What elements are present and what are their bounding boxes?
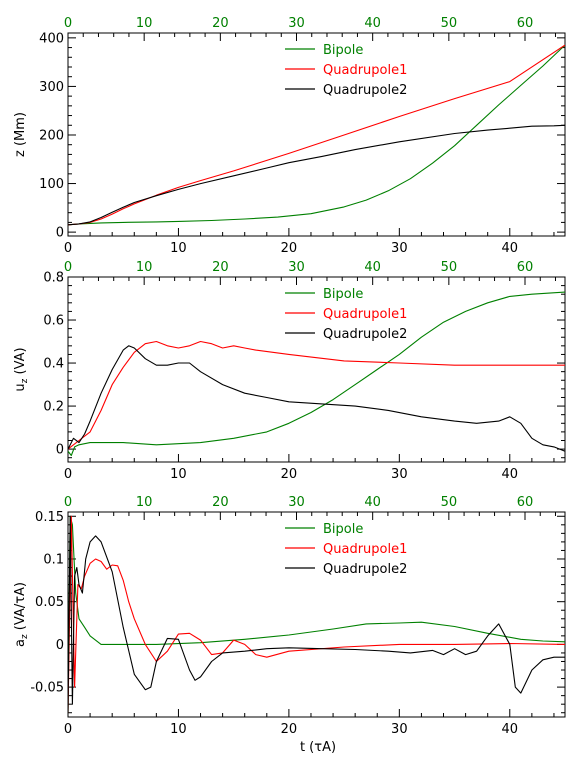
top-tick-label: 40 <box>364 260 381 275</box>
series-line-quadrupole1 <box>68 44 565 226</box>
legend-entry: Quadrupole2 <box>323 562 407 577</box>
y-axis-label: uz (VA) <box>13 347 30 391</box>
y-tick-label: -0.05 <box>30 681 64 696</box>
plot-frame <box>67 32 566 237</box>
x-tick-label: 30 <box>391 467 408 482</box>
top-tick-label: 50 <box>441 260 458 275</box>
legend-entry: Quadrupole1 <box>323 307 407 322</box>
x-tick-label: 20 <box>281 467 298 482</box>
plot-frame <box>67 276 566 463</box>
legend-entry: Bipole <box>323 43 363 58</box>
x-tick-label: 0 <box>64 722 72 737</box>
series-line-quadrupole2 <box>68 515 565 713</box>
series-line-quadrupole1 <box>68 340 565 450</box>
y-tick-label: 0.8 <box>43 271 64 286</box>
x-tick-label: 40 <box>502 241 519 256</box>
top-tick-label: 10 <box>136 16 153 31</box>
y-tick-label: 0 <box>56 226 64 241</box>
top-tick-label: 20 <box>212 260 229 275</box>
top-tick-label: 60 <box>517 16 534 31</box>
y-axis-label: z (Mm) <box>13 112 28 157</box>
x-tick-label: 40 <box>502 467 519 482</box>
x-tick-label: 30 <box>391 241 408 256</box>
x-tick-label: 30 <box>391 722 408 737</box>
top-tick-label: 50 <box>441 16 458 31</box>
y-tick-label: 0.4 <box>43 357 64 372</box>
top-tick-label: 30 <box>288 16 305 31</box>
legend-entry: Quadrupole2 <box>323 83 407 98</box>
uz-panel: 0 10 20 30 40 0 10 20 30 40 50 60 0 0.2 0.4 0.6 0.8 uz (V… <box>13 260 566 482</box>
top-tick-label: 40 <box>364 495 381 510</box>
x-tick-label: 0 <box>64 467 72 482</box>
series-line-bipole <box>68 44 565 226</box>
y-tick-label: 0.1 <box>43 552 64 567</box>
legend-entry: Bipole <box>323 522 363 537</box>
top-tick-label: 0 <box>64 495 72 510</box>
y-tick-label: 0.15 <box>35 510 64 525</box>
legend-entry: Quadrupole1 <box>323 63 407 78</box>
y-tick-label: 0.6 <box>43 314 64 329</box>
series-line-quadrupole2 <box>68 345 565 452</box>
series-line-quadrupole2 <box>68 124 565 226</box>
series-line-bipole <box>68 291 565 457</box>
top-tick-label: 60 <box>517 495 534 510</box>
y-tick-label: 300 <box>39 80 64 95</box>
x-tick-label: 20 <box>281 722 298 737</box>
top-tick-label: 30 <box>288 495 305 510</box>
az-panel: 0 10 20 30 40 0 10 20 30 40 50 60 -0.05 0 0.05 0.1 0.15 a… <box>13 495 566 737</box>
x-tick-label: 40 <box>502 722 519 737</box>
x-tick-label: 0 <box>64 241 72 256</box>
top-tick-label: 0 <box>64 260 72 275</box>
top-tick-label: 10 <box>136 495 153 510</box>
legend-entry: Bipole <box>323 287 363 302</box>
top-tick-label: 50 <box>441 495 458 510</box>
y-tick-label: 0 <box>56 443 64 458</box>
x-tick-label: 10 <box>170 241 187 256</box>
x-tick-label: 10 <box>170 722 187 737</box>
top-tick-label: 0 <box>64 16 72 31</box>
x-tick-label: 10 <box>170 467 187 482</box>
y-tick-label: 0.2 <box>43 400 64 415</box>
series-lines <box>68 291 565 457</box>
x-tick-label: 20 <box>281 241 298 256</box>
y-tick-label: 200 <box>39 128 64 143</box>
top-tick-label: 30 <box>288 260 305 275</box>
y-tick-label: 400 <box>39 31 64 46</box>
series-lines <box>68 44 565 226</box>
top-tick-label: 40 <box>364 16 381 31</box>
series-line-quadrupole1 <box>68 515 565 713</box>
legend-entry: Quadrupole1 <box>323 542 407 557</box>
y-axis-label: az (VA/τA) <box>13 582 30 647</box>
top-tick-label: 20 <box>212 16 229 31</box>
series-line-bipole <box>68 515 565 713</box>
y-tick-label: 100 <box>39 177 64 192</box>
top-tick-label: 10 <box>136 260 153 275</box>
plot-frame <box>67 511 566 718</box>
top-tick-label: 60 <box>517 260 534 275</box>
series-lines <box>68 515 565 713</box>
y-tick-label: 0 <box>56 638 64 653</box>
x-axis-label: t (τA) <box>300 740 336 755</box>
y-tick-label: 0.05 <box>35 595 64 610</box>
top-tick-label: 20 <box>212 495 229 510</box>
legend-entry: Quadrupole2 <box>323 327 407 342</box>
